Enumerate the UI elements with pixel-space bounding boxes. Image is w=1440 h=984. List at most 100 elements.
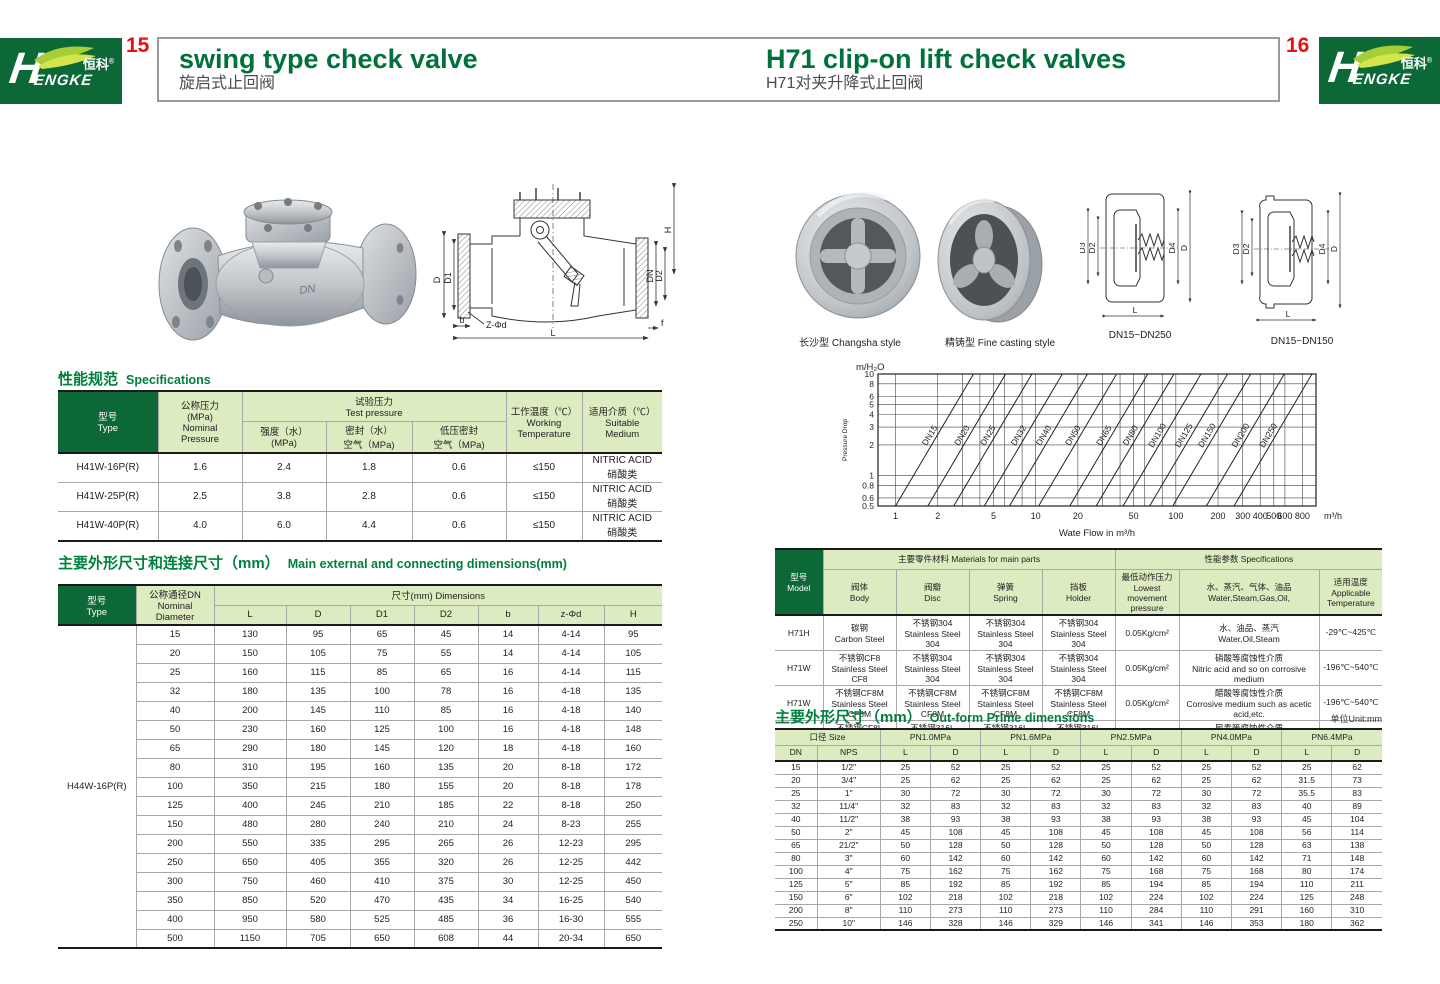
cell: 83 [1331,786,1382,801]
cell: 130 [213,624,287,645]
cell: 85 [1180,877,1232,892]
cell: 8-18 [537,757,605,778]
svg-text:600: 600 [1277,511,1292,521]
cell: 60 [1080,851,1132,866]
cell: 224 [1130,890,1182,905]
cell: 650 [349,928,415,949]
svg-text:H: H [663,227,673,234]
cell: H71W [775,649,824,686]
cell: 210 [349,795,415,816]
cell: 65 [349,624,415,645]
cell: 45 [1080,825,1132,840]
svg-text:2: 2 [935,511,940,521]
col-header-body: 阀体 Body [823,568,897,615]
cell: 230 [213,719,287,740]
cell: 4-14 [537,643,605,664]
cell: 45 [980,825,1032,840]
cell: 192 [1030,877,1082,892]
cell: 150 [213,643,287,664]
cell: 0.6 [411,452,507,483]
cell: 80 [775,851,818,866]
cell: 108 [1030,825,1082,840]
cell: 0.6 [411,510,507,541]
page-number-left: 15 [126,34,150,57]
outform-table-body: 15 1/2" 25 52 25 52 25 52 25 52 25 62 20 3/4" 25 62 25 62… [775,760,1382,931]
cell: 32 [1080,799,1132,814]
cell: 32 [980,799,1032,814]
col-header-nps: NPS [816,744,881,762]
col-header-pn40: PN4.0MPa [1180,728,1283,746]
cell: 4-14 [537,662,605,683]
cell: 40 [136,700,215,721]
cell: 55 [413,643,479,664]
logo-chinese-text: 恒科® [82,57,114,72]
cell: 38 [879,812,931,827]
cell: 6" [816,890,881,905]
cell: 485 [413,909,479,930]
cell: 295 [603,833,663,854]
col-header-type: 型号 Type [58,390,159,453]
cell: 4-14 [537,624,605,645]
cell: 60 [1180,851,1232,866]
col-header-b: b [477,604,539,626]
col-header-D: D [1230,744,1283,762]
cell: 14 [477,643,539,664]
cell: 460 [285,871,351,892]
svg-text:500: 500 [1266,511,1281,521]
cell: 25 [1180,773,1232,788]
cell: 32 [879,799,931,814]
col-header-nominal-diameter: 公称通径DN Nominal Diameter [135,584,215,626]
cell: 4.4 [325,510,413,541]
col-header-L: L [1180,744,1232,762]
x-axis-label: Wate Flow in m³/h [1059,528,1135,539]
cell: 26 [477,833,539,854]
cell: ≤150 [505,452,583,483]
cell: 4.0 [157,510,243,541]
left-page-title: swing type check valve [179,44,478,74]
cell: 250 [775,916,818,931]
cell: 36 [477,909,539,930]
cell: 310 [213,757,287,778]
svg-text:D4: D4 [1317,243,1327,254]
svg-text:6: 6 [869,392,874,402]
cell: 174 [1331,864,1382,879]
cell: 14 [477,624,539,645]
cell: 不锈钢304 Stainless Steel 304 [895,614,970,651]
svg-text:D2: D2 [1241,243,1251,254]
cell: 142 [1230,851,1283,866]
cell: 30 [879,786,931,801]
cell: 353 [1230,916,1283,931]
wafer-drawing-dn15-150: D3 D2 D4 D L [1231,188,1352,330]
cell: 62 [929,773,982,788]
cell: 63 [1281,838,1333,853]
cell: 135 [603,681,663,702]
cell: 0.6 [411,481,507,512]
cell: 75 [980,864,1032,879]
cell: 128 [1130,838,1182,853]
cell: 2.5 [157,481,243,512]
cell: 4-18 [537,738,605,759]
col-header-H: H [603,604,663,626]
cell: 水、油品、蒸汽 Water,Oil,Steam [1178,614,1320,651]
cell: 540 [603,890,663,911]
col-header-test-pressure: 试验压力 Test pressure [241,390,507,422]
cell: 44 [477,928,539,949]
cell: 45 [1180,825,1232,840]
cell: 20 [477,757,539,778]
cell: NITRIC ACID 硝酸类 [581,510,663,541]
col-header-dn: DN [775,744,818,762]
cell: 1150 [213,928,287,949]
cell: 16 [477,662,539,683]
cell: 110 [349,700,415,721]
cell: ≤150 [505,481,583,512]
logo-chinese-text: 恒科® [1400,56,1432,71]
cell: 24 [477,814,539,835]
cell: 25 [775,786,818,801]
cell: 160 [349,757,415,778]
cell: 255 [603,814,663,835]
cell: 125 [1281,890,1333,905]
col-header-suitable-medium: 适用介质（℃） Suitable Medium [581,390,663,453]
cell: 650 [213,852,287,873]
svg-text:0.6: 0.6 [862,493,874,503]
y-axis-unit: m/H₂O [856,362,885,373]
